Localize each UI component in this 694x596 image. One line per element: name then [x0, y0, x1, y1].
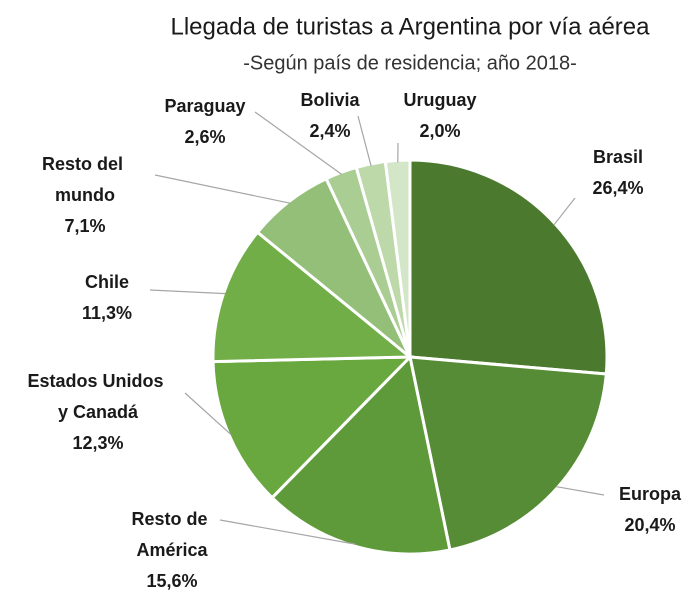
leader-line — [357, 115, 372, 167]
value-label: 11,3% — [82, 303, 132, 323]
leader-line — [254, 111, 343, 175]
leader-line — [219, 519, 356, 545]
category-label: Bolivia — [300, 90, 360, 110]
value-label: 2,4% — [309, 121, 350, 141]
pie-slice — [408, 158, 609, 376]
leader-line — [553, 197, 576, 226]
leader-line — [149, 289, 226, 295]
value-label: 2,0% — [419, 121, 460, 141]
value-label: 15,6% — [146, 571, 197, 591]
chart-title: Llegada de turistas a Argentina por vía … — [171, 13, 651, 40]
value-label: 26,4% — [592, 178, 643, 198]
leader-line — [154, 174, 291, 204]
pie-slice — [270, 353, 452, 556]
chart-subtitle: -Según país de residencia; año 2018- — [243, 52, 577, 74]
pie-slice — [211, 355, 414, 500]
category-label: Paraguay — [164, 96, 245, 116]
leader-line — [555, 485, 605, 496]
category-label: Resto de América — [131, 509, 212, 560]
category-label: Uruguay — [403, 90, 476, 110]
category-label: Estados Unidos y Canadá — [27, 371, 168, 422]
value-label: 20,4% — [624, 515, 675, 535]
leader-line — [184, 392, 232, 436]
value-label: 2,6% — [184, 127, 225, 147]
value-label: 7,1% — [64, 216, 105, 236]
category-label: Brasil — [593, 147, 643, 167]
category-label: Resto del mundo — [42, 154, 128, 205]
category-label: Europa — [619, 484, 682, 504]
category-label: Chile — [85, 272, 129, 292]
pie-slice — [408, 355, 608, 552]
value-label: 12,3% — [72, 433, 123, 453]
